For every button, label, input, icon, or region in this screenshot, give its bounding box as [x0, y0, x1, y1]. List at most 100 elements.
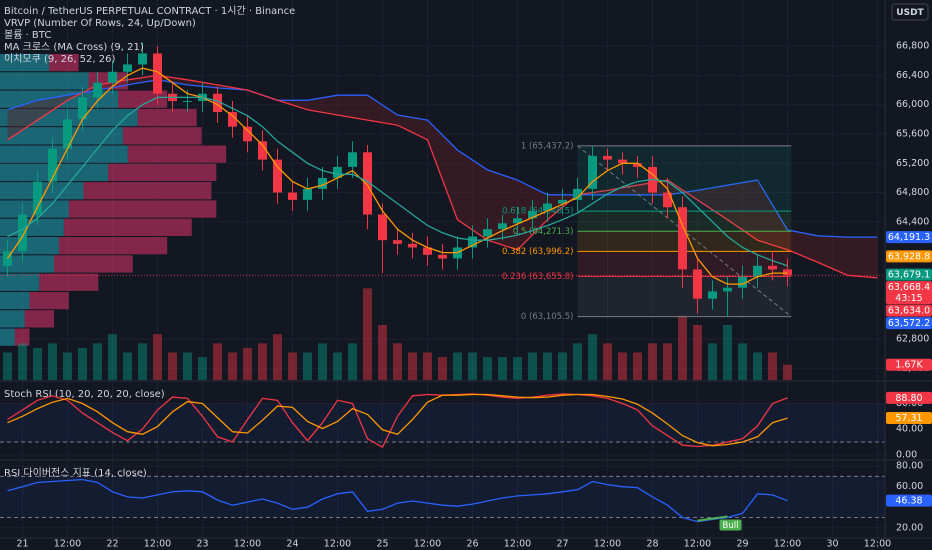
x-tick-label: 30: [826, 539, 838, 550]
volume-bar: [243, 347, 252, 380]
divergence-line: [697, 515, 728, 522]
candle-body: [678, 207, 687, 270]
y-tick-label: 65,200: [896, 158, 929, 169]
candle-body: [258, 141, 267, 160]
candle-body: [468, 236, 477, 248]
volume-profile-bar: [0, 255, 55, 273]
volume-bar: [588, 334, 597, 380]
volume-profile-bar: [0, 127, 123, 145]
volume-profile-bar: [0, 53, 50, 72]
y-tick-label: 60.00: [896, 481, 923, 492]
volume-bar: [498, 357, 507, 380]
volume-bar: [213, 343, 222, 380]
indicator-label: 볼륨 · BTC: [4, 29, 51, 41]
price-tag: [886, 281, 932, 305]
volume-bar: [303, 352, 312, 380]
pane-title: RSI 다이버전스 지표 (14, close): [4, 467, 147, 479]
price-tag-label: 63,928.8: [888, 251, 930, 262]
candle-body: [663, 192, 672, 208]
price-tag-label: 63,679.1: [888, 270, 930, 281]
volume-profile-bar: [63, 218, 192, 236]
volume-bar: [18, 343, 27, 380]
volume-profile-bar: [0, 328, 15, 346]
candle-body: [543, 203, 552, 211]
currency-button[interactable]: [891, 3, 929, 21]
volume-bar: [783, 364, 792, 380]
volume-bar: [768, 352, 777, 380]
fib-label: 0 (63,105.5): [521, 312, 574, 322]
indicator-label: MA 크로스 (MA Cross) (9, 21): [4, 41, 144, 53]
volume-bar: [228, 352, 237, 380]
volume-bar: [63, 352, 72, 380]
x-tick-label: 28: [646, 539, 658, 550]
x-tick-label: 12:00: [54, 539, 81, 550]
candle-body: [288, 192, 297, 200]
candle-body: [123, 64, 132, 72]
volume-profile-bar: [0, 236, 59, 255]
price-tag: [886, 268, 932, 281]
y-tick-label: 20.00: [896, 522, 923, 533]
volume-bar: [453, 352, 462, 380]
price-tag-label: 63,634.0: [888, 306, 930, 317]
volume-bar: [168, 352, 177, 380]
x-tick-label: 12:00: [504, 539, 531, 550]
price-tag: [886, 304, 932, 317]
volume-profile-bar: [39, 273, 99, 291]
candle-body: [498, 223, 507, 230]
x-tick-label: 12:00: [234, 539, 261, 550]
y-tick-label: 64,400: [896, 216, 929, 227]
volume-bar: [33, 347, 42, 380]
price-tag-label: 1.67K: [895, 360, 923, 371]
fib-label: 0.618 (64,546.5): [502, 207, 574, 217]
candle-body: [333, 166, 342, 178]
candle-body: [18, 214, 27, 252]
y-tick-label: 64,800: [896, 187, 929, 198]
volume-bar: [153, 334, 162, 380]
volume-profile-bar: [118, 90, 168, 108]
fib-label: 0.5 (64,271.3): [513, 227, 574, 237]
volume-bar: [693, 325, 702, 380]
candle-body: [138, 53, 147, 65]
volume-profile-bar: [68, 200, 217, 218]
x-tick-label: 12:00: [324, 539, 351, 550]
price-tag: [886, 250, 932, 263]
pane-title: Stoch RSI (10, 20, 20, 20, close): [4, 389, 165, 400]
candle-body: [93, 82, 102, 98]
indicator-label: VRVP (Number Of Rows, 24, Up/Down): [4, 18, 196, 29]
cloud-fill: [7, 75, 878, 278]
indicator-line: [7, 478, 788, 523]
candle-body: [48, 148, 57, 182]
x-tick-label: 26: [466, 539, 478, 550]
volume-bar: [363, 288, 372, 380]
candle-body: [303, 188, 312, 200]
x-tick-label: 24: [286, 539, 298, 550]
price-tag-label: 63,668.4: [888, 282, 930, 293]
price-tag-label: 63,572.2: [888, 318, 930, 329]
x-tick-label: 22: [106, 539, 118, 550]
volume-bar: [738, 343, 747, 380]
candle-body: [588, 155, 597, 189]
x-tick-label: 27: [556, 539, 568, 550]
candle-body: [753, 265, 762, 277]
currency-label[interactable]: USDT: [896, 8, 924, 18]
y-tick-label: 65,600: [896, 128, 929, 139]
candle-body: [63, 119, 72, 149]
volume-profile-bar: [14, 328, 30, 346]
x-tick-label: 29: [736, 539, 748, 550]
candle-body: [738, 276, 747, 288]
volume-profile-bar: [108, 163, 217, 182]
candle-body: [603, 155, 612, 160]
indicator-label: 이치모쿠 (9, 26, 52, 26): [4, 53, 115, 65]
volume-profile-bar: [137, 108, 197, 127]
volume-profile-bar: [0, 291, 30, 310]
candle-body: [153, 53, 162, 94]
y-tick-label: 66,800: [896, 41, 929, 52]
volume-bar: [93, 343, 102, 380]
volume-bar: [408, 352, 417, 380]
volume-profile-bar: [127, 145, 227, 163]
volume-bar: [348, 343, 357, 380]
annotation-box: [719, 519, 742, 531]
volume-profile-bar: [59, 236, 168, 255]
volume-profile-bar: [0, 218, 64, 236]
